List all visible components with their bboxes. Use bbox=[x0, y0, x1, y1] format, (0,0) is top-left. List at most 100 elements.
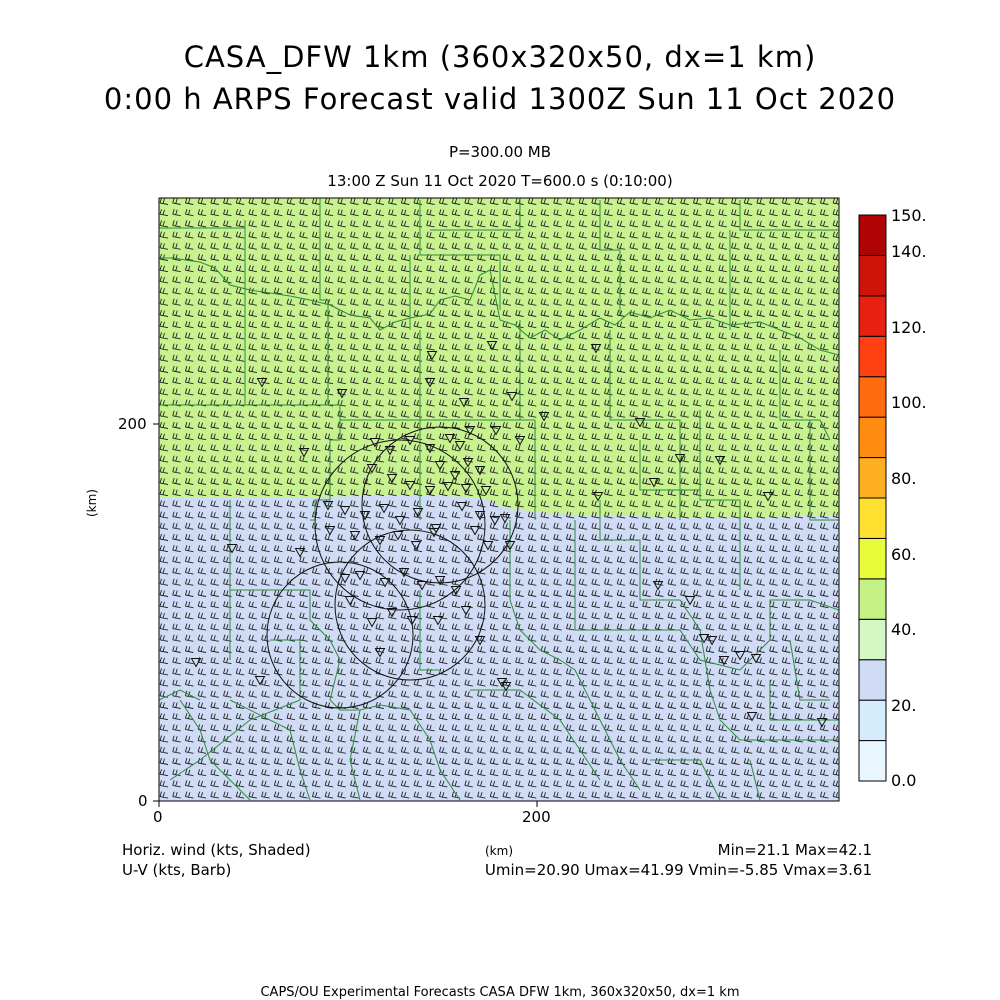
colorbar-label-60: 60. bbox=[891, 545, 917, 564]
colorbar-swatch bbox=[858, 335, 887, 378]
y-tick-200: 200 bbox=[118, 415, 147, 433]
triangle-down-icon bbox=[450, 586, 462, 596]
triangle-down-icon bbox=[256, 378, 268, 388]
colorbar-swatch bbox=[858, 740, 887, 782]
barb-field-label: U-V (kts, Barb) bbox=[122, 861, 232, 879]
triangle-down-icon bbox=[434, 576, 446, 586]
triangle-down-icon bbox=[706, 636, 718, 646]
triangle-down-icon bbox=[489, 516, 501, 526]
triangle-down-icon bbox=[474, 636, 486, 646]
triangle-down-icon bbox=[454, 441, 466, 451]
triangle-down-icon bbox=[434, 461, 446, 471]
triangle-down-icon bbox=[404, 436, 416, 446]
triangle-down-icon bbox=[648, 478, 660, 488]
colorbar-swatch bbox=[858, 416, 887, 459]
triangle-down-icon bbox=[322, 501, 334, 511]
triangle-down-icon bbox=[336, 389, 348, 399]
triangle-down-icon bbox=[684, 596, 696, 606]
x-tick-0: 0 bbox=[153, 808, 163, 826]
triangle-down-icon bbox=[474, 511, 486, 521]
triangle-down-icon bbox=[190, 658, 202, 668]
triangle-down-icon bbox=[506, 392, 518, 402]
uv-stats-label: Umin=20.90 Umax=41.99 Vmin=-5.85 Vmax=3.… bbox=[484, 861, 872, 879]
triangle-down-icon bbox=[392, 531, 404, 541]
colorbar-label-120: 120. bbox=[891, 318, 927, 337]
triangle-down-icon bbox=[366, 464, 378, 474]
triangle-down-icon bbox=[432, 616, 444, 626]
colorbar-swatch bbox=[858, 295, 887, 337]
colorbar-label-40: 40. bbox=[891, 620, 917, 639]
triangle-down-icon bbox=[514, 436, 526, 446]
triangle-down-icon bbox=[698, 634, 710, 644]
shaded-field-label: Horiz. wind (kts, Shaded) bbox=[122, 841, 311, 859]
triangle-down-icon bbox=[424, 444, 436, 454]
triangle-down-icon bbox=[412, 508, 424, 518]
triangle-down-icon bbox=[398, 568, 410, 578]
triangle-down-icon bbox=[449, 471, 461, 481]
triangle-down-icon bbox=[339, 574, 351, 584]
plot-frame bbox=[158, 197, 840, 802]
triangle-down-icon bbox=[458, 398, 470, 408]
triangle-down-icon bbox=[499, 514, 511, 524]
min-max-label: Min=21.1 Max=42.1 bbox=[717, 841, 872, 859]
y-axis-unit: (km) bbox=[85, 488, 100, 518]
county-boundaries bbox=[159, 198, 839, 801]
triangle-down-icon bbox=[374, 648, 386, 658]
triangle-down-icon bbox=[714, 456, 726, 466]
triangle-down-icon bbox=[474, 466, 486, 476]
triangle-down-icon bbox=[378, 504, 390, 514]
triangle-down-icon bbox=[816, 718, 828, 728]
triangle-down-icon bbox=[294, 548, 306, 558]
footer-credit: CAPS/OU Experimental Forecasts CASA DFW … bbox=[260, 985, 740, 1000]
radar-site-markers bbox=[190, 341, 828, 728]
triangle-down-icon bbox=[410, 541, 422, 551]
triangle-down-icon bbox=[424, 486, 436, 496]
triangle-down-icon bbox=[592, 492, 604, 502]
triangle-down-icon bbox=[369, 438, 381, 448]
pressure-level: P=300.00 MB bbox=[448, 143, 552, 161]
x-axis-unit: (km) bbox=[485, 844, 514, 858]
x-tick-200: 200 bbox=[522, 808, 551, 826]
triangle-down-icon bbox=[486, 341, 498, 351]
triangle-down-icon bbox=[404, 481, 416, 491]
axis-tick-marks bbox=[153, 423, 538, 807]
triangle-down-icon bbox=[344, 596, 356, 606]
radar-range-rings bbox=[266, 426, 519, 709]
colorbar-swatch bbox=[858, 376, 887, 418]
triangle-down-icon bbox=[444, 434, 456, 444]
colorbar-swatch bbox=[858, 578, 887, 620]
triangle-down-icon bbox=[538, 412, 550, 422]
triangle-down-icon bbox=[652, 581, 664, 591]
colorbar-swatch bbox=[858, 497, 887, 539]
colorbar-swatch bbox=[858, 618, 887, 661]
triangle-down-icon bbox=[416, 581, 428, 591]
triangle-down-icon bbox=[718, 656, 730, 666]
triangle-down-icon bbox=[424, 378, 436, 388]
triangle-down-icon bbox=[762, 492, 774, 502]
colorbar-label-20: 20. bbox=[891, 696, 917, 715]
colorbar-swatch bbox=[858, 699, 887, 742]
triangle-down-icon bbox=[460, 606, 472, 616]
triangle-down-icon bbox=[349, 531, 361, 541]
triangle-down-icon bbox=[500, 682, 512, 692]
triangle-down-icon bbox=[426, 351, 438, 361]
triangle-down-icon bbox=[734, 651, 746, 661]
y-tick-0: 0 bbox=[138, 792, 148, 810]
triangle-down-icon bbox=[456, 502, 468, 512]
triangle-down-icon bbox=[254, 676, 266, 686]
triangle-down-icon bbox=[386, 608, 398, 618]
triangle-down-icon bbox=[490, 426, 502, 436]
triangle-down-icon bbox=[394, 516, 406, 526]
colorbar-label-80: 80. bbox=[891, 469, 917, 488]
triangle-down-icon bbox=[464, 426, 476, 436]
triangle-down-icon bbox=[674, 454, 686, 464]
triangle-down-icon bbox=[634, 418, 646, 428]
colorbar-label-100: 100. bbox=[891, 393, 927, 412]
triangle-down-icon bbox=[590, 344, 602, 354]
triangle-down-icon bbox=[504, 541, 516, 551]
colorbar-label-0: 0.0 bbox=[891, 771, 917, 790]
triangle-down-icon bbox=[298, 448, 310, 458]
colorbar-swatch bbox=[858, 254, 887, 297]
triangle-down-icon bbox=[384, 446, 396, 456]
